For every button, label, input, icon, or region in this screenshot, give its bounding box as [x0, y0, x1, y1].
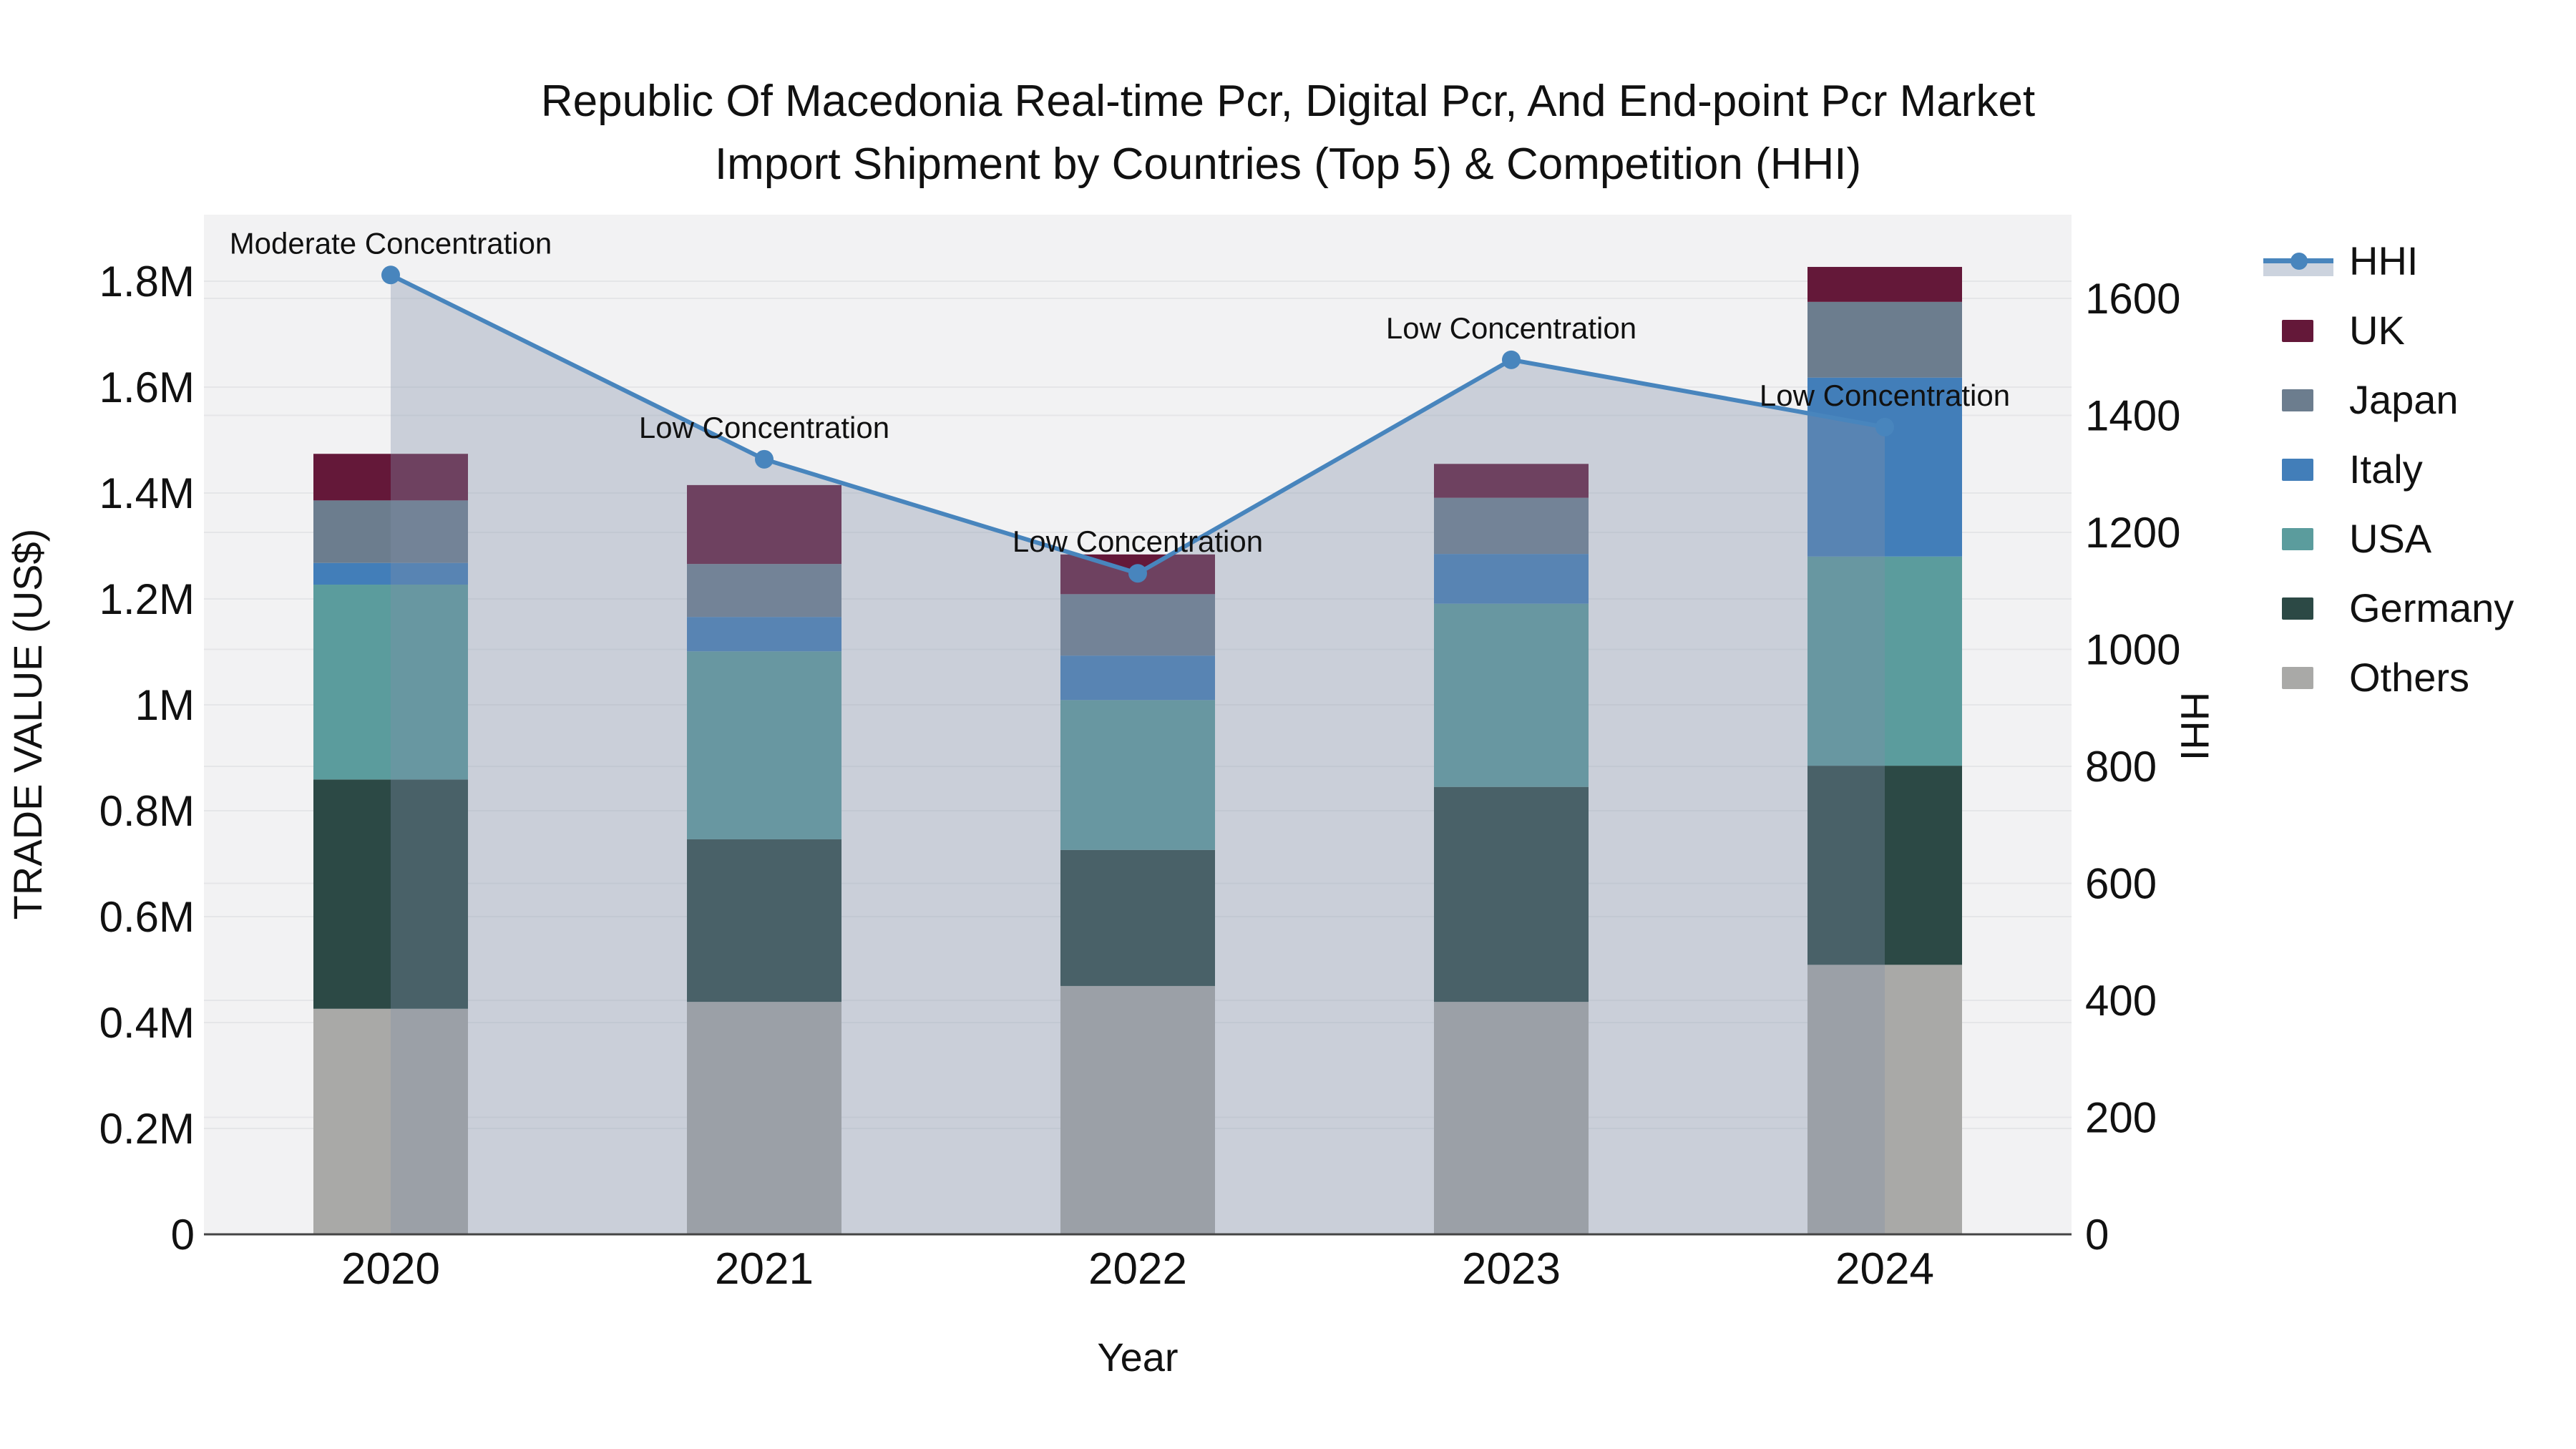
bar-segment-japan-2021[interactable]	[687, 564, 841, 618]
x-tick-2021: 2021	[715, 1244, 814, 1294]
x-tick-2023: 2023	[1462, 1244, 1561, 1294]
bar-segment-italy-2020[interactable]	[313, 562, 468, 585]
hhi-marker-2024[interactable]	[1875, 417, 1894, 436]
bar-segment-usa-2020[interactable]	[313, 585, 468, 780]
legend-item-italy[interactable]: Italy	[2263, 434, 2514, 504]
bar-segment-italy-2024[interactable]	[1807, 377, 1962, 557]
y-left-tick-0.2M: 0.2M	[99, 1105, 195, 1153]
bar-segment-germany-2021[interactable]	[687, 839, 841, 1002]
bar-segment-japan-2020[interactable]	[313, 500, 468, 563]
x-tick-2020: 2020	[341, 1244, 440, 1294]
legend-item-others[interactable]: Others	[2263, 643, 2514, 712]
x-axis-title: Year	[1097, 1335, 1178, 1380]
bar-segment-uk-2024[interactable]	[1807, 267, 1962, 302]
y-left-axis-title: TRADE VALUE (US$)	[5, 529, 50, 920]
legend-label-germany: Germany	[2349, 585, 2514, 630]
y-left-tick-0: 0	[171, 1211, 195, 1259]
color-swatch-italy	[2263, 448, 2343, 491]
bar-segment-others-2021[interactable]	[687, 1002, 841, 1234]
bar-segment-italy-2022[interactable]	[1060, 655, 1215, 701]
color-swatch-germany	[2263, 587, 2343, 630]
legend-label-hhi: HHI	[2349, 238, 2419, 283]
bar-segment-uk-2021[interactable]	[687, 484, 841, 565]
y-right-tick-1000: 1000	[2085, 626, 2180, 674]
y-right-tick-200: 200	[2085, 1094, 2157, 1142]
hhi-marker-2022[interactable]	[1128, 564, 1147, 583]
chart-title-line1: Republic Of Macedonia Real-time Pcr, Dig…	[540, 77, 2036, 126]
bar-segment-germany-2020[interactable]	[313, 779, 468, 1009]
chart-title-line2: Import Shipment by Countries (Top 5) & C…	[714, 140, 1862, 189]
bar-segment-uk-2020[interactable]	[313, 454, 468, 501]
y-right-tick-800: 800	[2085, 743, 2157, 791]
hhi-marker-2020[interactable]	[381, 265, 400, 285]
hhi-marker-2023[interactable]	[1502, 350, 1521, 369]
bar-segment-uk-2023[interactable]	[1434, 464, 1589, 498]
bar-segment-japan-2022[interactable]	[1060, 594, 1215, 656]
bar-segment-germany-2022[interactable]	[1060, 849, 1215, 986]
bar-segment-usa-2021[interactable]	[687, 651, 841, 839]
x-tick-2022: 2022	[1088, 1244, 1187, 1294]
hhi-marker-2021[interactable]	[755, 449, 774, 469]
legend-item-hhi[interactable]: HHI	[2263, 226, 2514, 296]
annotation-2024: Low Concentration	[1760, 379, 2010, 412]
legend-label-others: Others	[2349, 655, 2470, 700]
y-left-tick-1.2M: 1.2M	[99, 575, 195, 623]
legend-label-italy: Italy	[2349, 447, 2423, 492]
hhi-area-fill	[391, 275, 1885, 1234]
color-swatch-uk	[2263, 309, 2343, 352]
y-left-tick-1.4M: 1.4M	[99, 469, 195, 517]
legend-label-usa: USA	[2349, 516, 2432, 561]
y-right-tick-0: 0	[2085, 1211, 2109, 1259]
bar-segment-germany-2024[interactable]	[1807, 766, 1962, 965]
y-right-tick-1200: 1200	[2085, 509, 2180, 557]
annotation-2022: Low Concentration	[1013, 525, 1263, 558]
legend-item-usa[interactable]: USA	[2263, 504, 2514, 573]
legend-label-uk: UK	[2349, 308, 2405, 353]
legend-item-germany[interactable]: Germany	[2263, 573, 2514, 643]
bar-segment-usa-2024[interactable]	[1807, 556, 1962, 766]
y-right-axis-title: HHI	[2172, 692, 2218, 761]
bar-segment-usa-2022[interactable]	[1060, 700, 1215, 850]
y-left-tick-1.8M: 1.8M	[99, 258, 195, 306]
y-left-tick-0.8M: 0.8M	[99, 787, 195, 835]
y-right-tick-600: 600	[2085, 860, 2157, 908]
y-right-tick-1600: 1600	[2085, 275, 2180, 323]
bar-segment-japan-2023[interactable]	[1434, 497, 1589, 555]
bar-segment-others-2022[interactable]	[1060, 985, 1215, 1234]
legend-item-uk[interactable]: UK	[2263, 296, 2514, 365]
color-swatch-others	[2263, 656, 2343, 699]
legend-item-japan[interactable]: Japan	[2263, 365, 2514, 434]
x-tick-2024: 2024	[1835, 1244, 1934, 1294]
bar-segment-usa-2023[interactable]	[1434, 603, 1589, 787]
annotation-2020: Moderate Concentration	[230, 226, 552, 260]
bar-segment-japan-2024[interactable]	[1807, 301, 1962, 378]
legend: HHI UK Japan Italy USA Germany Others	[2263, 226, 2514, 712]
y-right-tick-1400: 1400	[2085, 392, 2180, 440]
bar-segment-italy-2021[interactable]	[687, 617, 841, 652]
annotation-2021: Low Concentration	[639, 411, 889, 444]
y-left-tick-1.6M: 1.6M	[99, 364, 195, 411]
color-swatch-usa	[2263, 517, 2343, 560]
y-left-tick-0.6M: 0.6M	[99, 893, 195, 941]
y-right-tick-400: 400	[2085, 977, 2157, 1025]
color-swatch-japan	[2263, 379, 2343, 421]
bar-segment-germany-2023[interactable]	[1434, 786, 1589, 1002]
y-left-tick-0.4M: 0.4M	[99, 999, 195, 1047]
y-left-tick-1M: 1M	[135, 681, 195, 729]
hhi-line-swatch-icon	[2263, 240, 2343, 283]
bar-segment-italy-2023[interactable]	[1434, 554, 1589, 604]
chart-title: Republic Of Macedonia Real-time Pcr, Dig…	[0, 70, 2576, 196]
bar-segment-others-2024[interactable]	[1807, 965, 1962, 1234]
bar-segment-others-2023[interactable]	[1434, 1002, 1589, 1234]
annotation-2023: Low Concentration	[1386, 311, 1636, 345]
bar-segment-others-2020[interactable]	[313, 1008, 468, 1234]
legend-label-japan: Japan	[2349, 377, 2459, 422]
